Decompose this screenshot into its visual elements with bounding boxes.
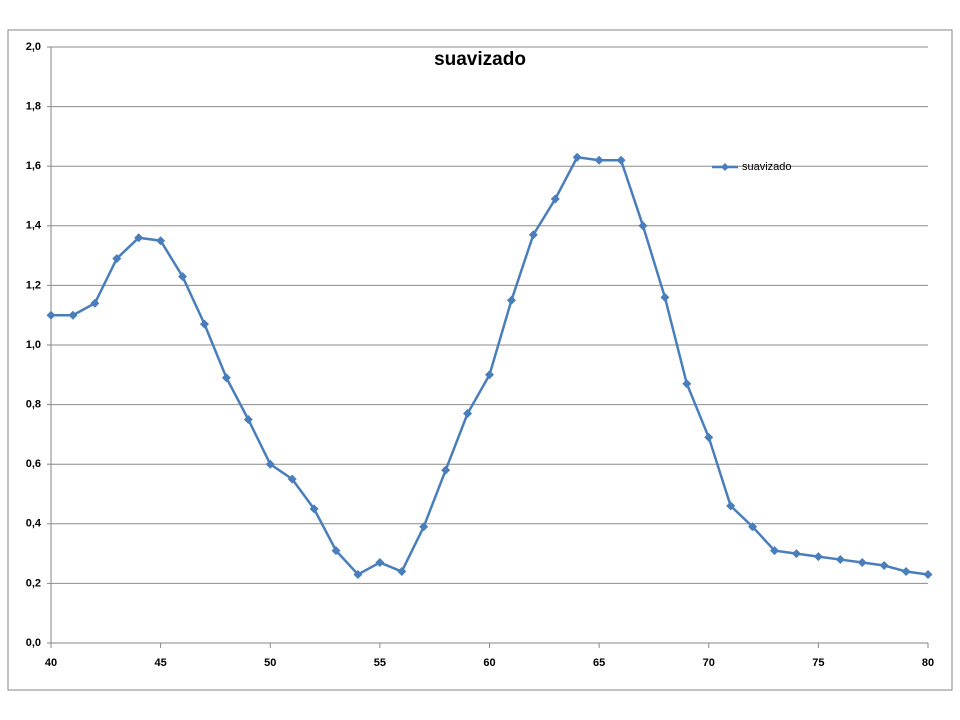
y-tick-label: 1,8 [26,101,41,113]
x-tick-label: 75 [812,657,824,669]
y-tick-label: 1,6 [26,160,41,172]
y-tick-label: 1,0 [26,339,41,351]
marker [375,558,385,568]
marker [748,522,758,532]
marker [682,379,692,389]
marker [331,546,341,556]
marker [857,558,867,568]
marker [309,504,319,514]
marker [726,501,736,511]
legend-label: suavizado [742,161,792,173]
marker [901,566,911,576]
marker [770,546,780,556]
y-tick-label: 0,2 [26,577,41,589]
x-tick-label: 60 [483,657,495,669]
marker [879,561,889,571]
marker [813,552,823,562]
y-tick-label: 0,4 [26,518,42,530]
y-tick-label: 1,4 [26,220,42,232]
marker [923,569,933,579]
x-tick-label: 70 [703,657,715,669]
y-tick-label: 1,2 [26,279,41,291]
y-tick-label: 0,0 [26,637,41,649]
marker [90,298,100,308]
marker [704,432,714,442]
chart-border [7,29,953,691]
marker [199,319,209,329]
marker [791,549,801,559]
marker [397,566,407,576]
marker [638,221,648,231]
marker [134,233,144,243]
marker [178,271,188,281]
chart-title: suavizado [434,49,526,70]
marker [441,465,451,475]
marker [835,555,845,565]
y-tick-label: 2,0 [26,41,41,53]
marker [353,569,363,579]
legend-marker [721,163,729,171]
x-tick-label: 50 [264,657,276,669]
marker [243,415,253,424]
x-tick-label: 65 [593,657,605,669]
marker [572,152,582,162]
marker [265,459,275,469]
marker [528,230,538,240]
x-tick-label: 45 [155,657,167,669]
y-tick-label: 0,6 [26,458,41,470]
marker [616,155,626,165]
marker [463,409,473,419]
marker [485,370,494,380]
marker [68,310,78,320]
marker [287,474,297,484]
marker [550,194,560,204]
marker [660,292,670,302]
marker [156,236,166,246]
x-tick-label: 55 [374,657,386,669]
marker [221,373,231,383]
marker [112,254,122,264]
y-tick-label: 0,8 [26,399,41,411]
marker [506,295,516,305]
marker [594,155,604,165]
marker [46,310,56,320]
marker [419,522,429,532]
x-tick-label: 80 [922,657,934,669]
x-tick-label: 40 [45,657,57,669]
